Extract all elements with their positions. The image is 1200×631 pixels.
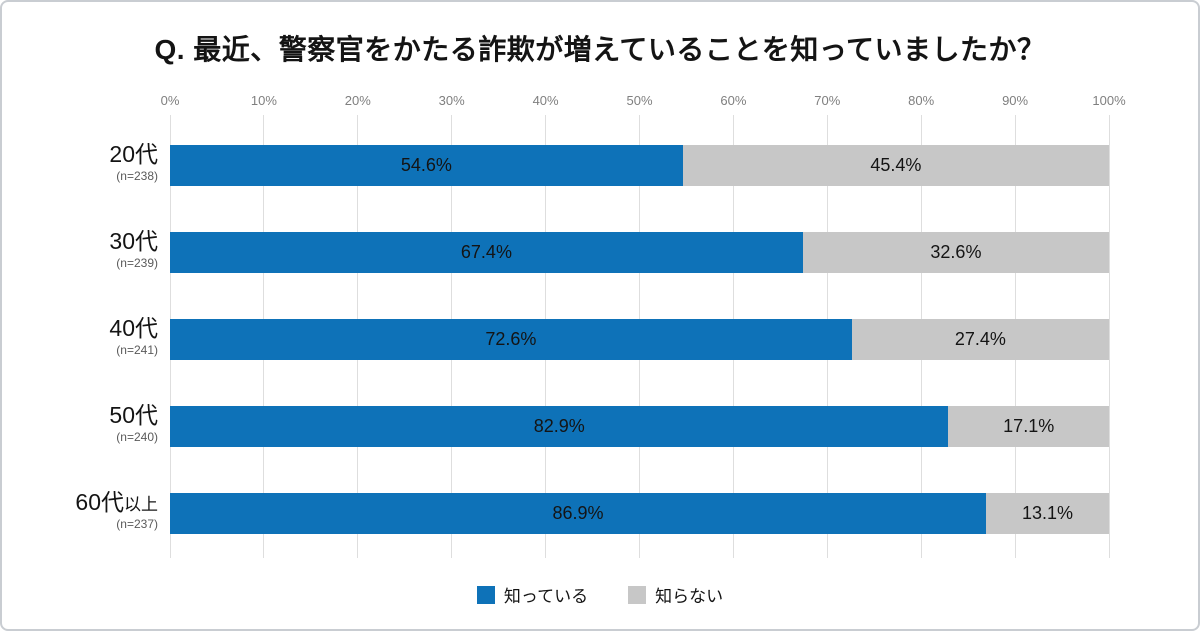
bar-row: 67.4% 32.6% [170, 232, 1109, 273]
category-label: 30代 (n=239) [2, 228, 158, 271]
bar-segment-aware: 54.6% [170, 145, 683, 186]
x-tick-label: 40% [532, 93, 559, 108]
x-tick-label: 0% [160, 93, 180, 108]
bar-segment-unaware: 45.4% [682, 145, 1109, 186]
bar-segment-aware: 82.9% [170, 406, 949, 447]
bar-row: 82.9% 17.1% [170, 406, 1109, 447]
x-tick-label: 60% [720, 93, 747, 108]
age-group-label: 20代 [109, 141, 158, 167]
legend-swatch [628, 585, 647, 604]
category-label: 50代 (n=240) [2, 402, 158, 445]
category-label: 60代以上 (n=237) [2, 489, 158, 532]
bar-value-label: 17.1% [1003, 416, 1055, 436]
bar-segment-aware: 86.9% [170, 493, 986, 534]
x-axis: 0% 10% 20% 30% 40% 50% 60% 70% 80% 90% 100% [161, 93, 1126, 111]
bar-value-label: 67.4% [460, 242, 512, 262]
bar-value-label: 13.1% [1021, 503, 1073, 523]
bar-segment-unaware: 17.1% [948, 406, 1109, 447]
bar-value-label: 86.9% [552, 503, 604, 523]
x-tick-label: 70% [814, 93, 841, 108]
legend-item: 知らない [628, 582, 723, 607]
x-tick-label: 30% [438, 93, 465, 108]
x-tick-label: 80% [908, 93, 935, 108]
age-group-label: 40代 [109, 315, 158, 341]
sample-size-label: (n=238) [116, 169, 158, 184]
bar-row: 86.9% 13.1% [170, 493, 1109, 534]
category-label: 20代 (n=238) [2, 141, 158, 184]
legend: 知っている 知らない [2, 582, 1198, 607]
legend-item: 知っている [476, 582, 589, 607]
sample-size-label: (n=241) [116, 343, 158, 358]
sample-size-label: (n=239) [116, 256, 158, 271]
bar-value-label: 82.9% [533, 416, 585, 436]
legend-swatch [476, 585, 495, 604]
chart-title: Q. 最近、警察官をかたる詐欺が増えていることを知っていましたか？ [154, 34, 1046, 65]
sample-size-label: (n=240) [116, 430, 158, 445]
bar-row: 72.6% 27.4% [170, 319, 1109, 360]
age-group-label: 60代 [75, 489, 124, 515]
x-tick-label: 50% [626, 93, 653, 108]
bar-segment-aware: 72.6% [170, 319, 852, 360]
bar-value-label: 54.6% [400, 155, 452, 175]
legend-label: 知らない [655, 587, 724, 606]
x-tick-label: 100% [1092, 93, 1126, 108]
age-group-suffix: 以上 [124, 495, 158, 514]
category-label: 40代 (n=241) [2, 315, 158, 358]
plot-area: 54.6% 45.4% 67.4% 32.6% 72.6% 27.4% 82.9% 17.1%… [169, 115, 1110, 558]
legend-label: 知っている [503, 587, 589, 606]
bar-segment-unaware: 13.1% [985, 493, 1109, 534]
grid-line [1108, 115, 1110, 558]
bar-value-label: 72.6% [485, 329, 537, 349]
bar-segment-unaware: 32.6% [802, 232, 1109, 273]
bar-value-label: 45.4% [870, 155, 922, 175]
age-group-label: 30代 [109, 228, 158, 254]
x-tick-label: 10% [250, 93, 277, 108]
bar-value-label: 27.4% [954, 329, 1006, 349]
bar-row: 54.6% 45.4% [170, 145, 1109, 186]
age-group-label: 50代 [109, 402, 158, 428]
bar-segment-aware: 67.4% [170, 232, 803, 273]
x-tick-label: 20% [344, 93, 371, 108]
sample-size-label: (n=237) [116, 517, 158, 532]
bar-value-label: 32.6% [930, 242, 982, 262]
bar-segment-unaware: 27.4% [851, 319, 1109, 360]
x-tick-label: 90% [1002, 93, 1029, 108]
